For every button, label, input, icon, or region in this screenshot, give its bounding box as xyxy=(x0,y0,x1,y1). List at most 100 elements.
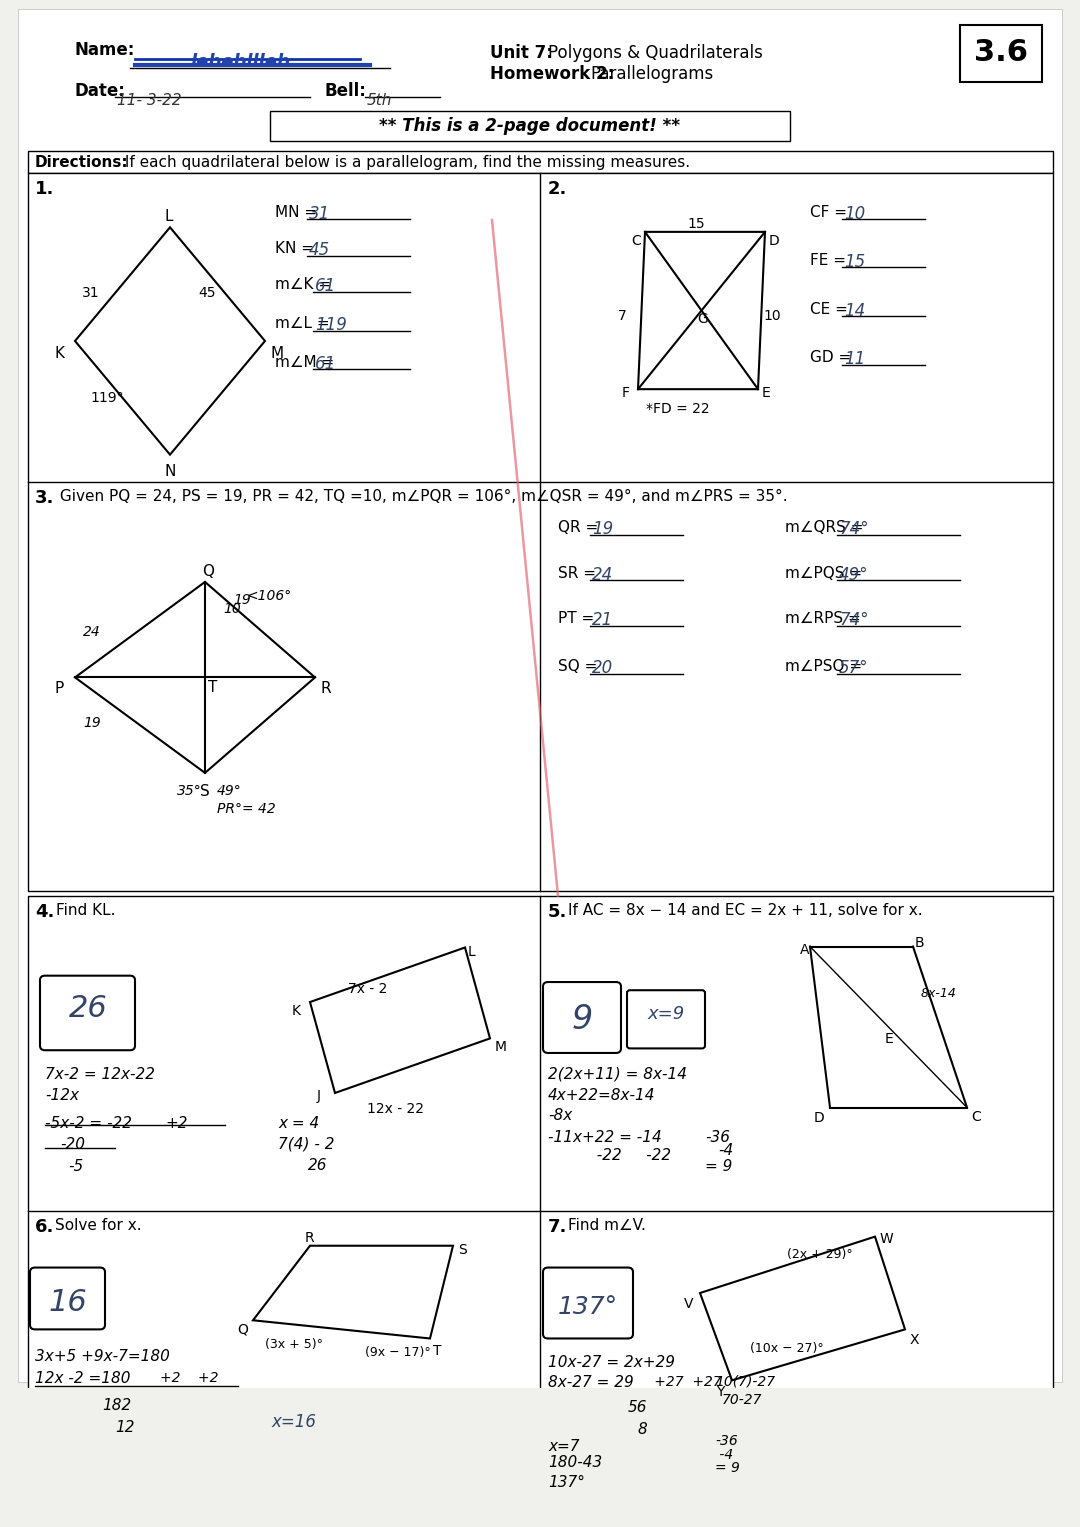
Text: -36: -36 xyxy=(705,1130,730,1145)
Text: 20: 20 xyxy=(592,660,613,678)
Text: 11: 11 xyxy=(843,350,865,368)
Text: m∠PSQ =: m∠PSQ = xyxy=(785,660,867,675)
FancyBboxPatch shape xyxy=(960,26,1042,82)
Text: -4: -4 xyxy=(718,1144,733,1157)
FancyBboxPatch shape xyxy=(255,1396,333,1443)
Text: PR°= 42: PR°= 42 xyxy=(217,802,275,815)
Text: (2x + 29)°: (2x + 29)° xyxy=(787,1248,853,1261)
Text: = 9: = 9 xyxy=(715,1461,740,1475)
Text: KN =: KN = xyxy=(275,241,319,257)
Text: 15: 15 xyxy=(687,217,704,231)
Text: x = 4: x = 4 xyxy=(278,1116,320,1130)
Text: S: S xyxy=(200,783,210,799)
Text: Bell:: Bell: xyxy=(325,82,367,99)
Text: 74°: 74° xyxy=(839,521,868,538)
Text: Parallelograms: Parallelograms xyxy=(590,66,713,84)
Text: +2    +2: +2 +2 xyxy=(125,1371,218,1385)
Text: 10: 10 xyxy=(222,602,241,615)
Text: 12: 12 xyxy=(114,1420,135,1435)
Text: 182: 182 xyxy=(102,1397,132,1412)
Text: (9x − 17)°: (9x − 17)° xyxy=(365,1345,431,1359)
Text: 137°: 137° xyxy=(558,1295,618,1319)
Text: -5x-2 = -22: -5x-2 = -22 xyxy=(45,1116,132,1130)
FancyBboxPatch shape xyxy=(30,1267,105,1330)
Text: Unit 7:: Unit 7: xyxy=(490,44,553,61)
Text: Q: Q xyxy=(237,1322,248,1336)
Text: CE =: CE = xyxy=(810,302,853,318)
FancyBboxPatch shape xyxy=(18,9,1062,1382)
Text: 24: 24 xyxy=(83,625,100,638)
Text: If AC = 8x − 14 and EC = 2x + 11, solve for x.: If AC = 8x − 14 and EC = 2x + 11, solve … xyxy=(568,902,922,918)
Text: 8: 8 xyxy=(638,1422,648,1437)
Text: 15: 15 xyxy=(843,253,865,270)
FancyBboxPatch shape xyxy=(543,1267,633,1339)
Text: S: S xyxy=(458,1243,467,1257)
Text: K: K xyxy=(292,1003,301,1019)
Text: *FD = 22: *FD = 22 xyxy=(646,402,710,415)
Text: m∠RPS =: m∠RPS = xyxy=(785,611,866,626)
Text: x=9: x=9 xyxy=(647,1005,685,1023)
FancyBboxPatch shape xyxy=(28,151,1053,173)
Text: -11x+22 = -14: -11x+22 = -14 xyxy=(548,1130,662,1145)
Text: 6.: 6. xyxy=(35,1219,54,1237)
Text: -36: -36 xyxy=(715,1434,738,1448)
Text: D: D xyxy=(769,234,780,247)
Text: E: E xyxy=(762,385,771,400)
Text: x=7: x=7 xyxy=(548,1438,580,1454)
Text: = 9: = 9 xyxy=(705,1159,732,1174)
Text: m∠M =: m∠M = xyxy=(275,354,339,370)
Text: Directions:: Directions: xyxy=(35,156,129,171)
Text: Find KL.: Find KL. xyxy=(56,902,116,918)
FancyBboxPatch shape xyxy=(270,111,789,140)
Text: 7(4) - 2: 7(4) - 2 xyxy=(278,1136,335,1151)
Text: m∠L =: m∠L = xyxy=(275,316,335,331)
Text: 3x+5 +9x-7=180: 3x+5 +9x-7=180 xyxy=(35,1350,170,1365)
Text: 24: 24 xyxy=(592,565,613,583)
Text: 5th: 5th xyxy=(367,93,392,108)
Text: 7.: 7. xyxy=(548,1219,567,1237)
Text: 21: 21 xyxy=(592,611,613,629)
Text: 7: 7 xyxy=(618,308,626,324)
Text: Date:: Date: xyxy=(75,82,126,99)
Text: -20: -20 xyxy=(60,1136,85,1151)
Text: m∠PQS =: m∠PQS = xyxy=(785,565,867,580)
Text: 19: 19 xyxy=(83,716,100,730)
Text: 70-27: 70-27 xyxy=(723,1393,762,1406)
Text: 19: 19 xyxy=(592,521,613,538)
Text: 10x-27 = 2x+29: 10x-27 = 2x+29 xyxy=(548,1354,675,1370)
FancyBboxPatch shape xyxy=(28,173,1053,892)
Text: G: G xyxy=(697,312,707,325)
Text: CF =: CF = xyxy=(810,205,852,220)
Text: 26: 26 xyxy=(69,994,107,1023)
Text: 49°: 49° xyxy=(217,783,242,797)
Text: 8x-27 = 29: 8x-27 = 29 xyxy=(548,1374,634,1390)
Text: 10: 10 xyxy=(762,308,781,324)
FancyBboxPatch shape xyxy=(40,976,135,1051)
Text: 119: 119 xyxy=(315,316,347,334)
FancyBboxPatch shape xyxy=(627,989,705,1049)
Text: 61: 61 xyxy=(315,354,336,373)
Text: 137°: 137° xyxy=(548,1475,585,1490)
Text: -12x: -12x xyxy=(45,1089,79,1104)
Text: V: V xyxy=(684,1296,693,1310)
Text: x=16: x=16 xyxy=(271,1412,316,1431)
Text: 26: 26 xyxy=(308,1157,327,1173)
Text: <106°: <106° xyxy=(247,589,293,603)
Text: GD =: GD = xyxy=(810,350,856,365)
Text: K: K xyxy=(55,345,65,360)
Text: C: C xyxy=(631,234,640,247)
Text: 2(2x+11) = 8x-14: 2(2x+11) = 8x-14 xyxy=(548,1066,687,1081)
Text: m∠QRS =: m∠QRS = xyxy=(785,521,868,534)
Text: 45: 45 xyxy=(198,287,216,301)
Text: 35°: 35° xyxy=(177,783,202,797)
Text: (10x − 27)°: (10x − 27)° xyxy=(750,1342,824,1354)
Text: 9: 9 xyxy=(571,1003,593,1035)
Text: 2.: 2. xyxy=(548,180,567,199)
Text: 180-43: 180-43 xyxy=(548,1455,603,1471)
Text: QR =: QR = xyxy=(558,521,603,534)
Text: R: R xyxy=(305,1231,314,1245)
Text: 31: 31 xyxy=(82,287,99,301)
Text: -5: -5 xyxy=(68,1159,83,1174)
Text: Q: Q xyxy=(202,563,214,579)
Text: J: J xyxy=(318,1089,321,1104)
